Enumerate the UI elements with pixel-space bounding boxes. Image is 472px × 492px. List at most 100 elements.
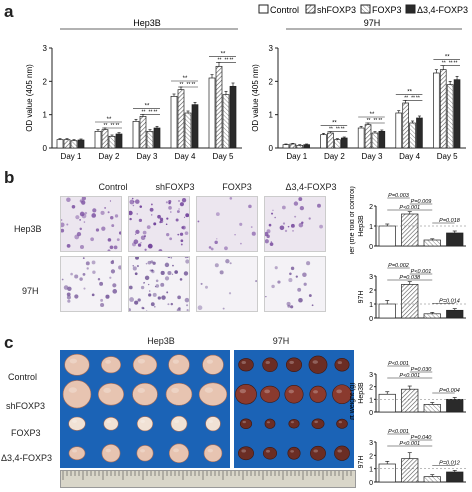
- tumor-row-shfoxp3: shFOXP3: [6, 401, 46, 411]
- stain-cell: [166, 291, 169, 294]
- stain-cell: [169, 237, 173, 241]
- p-value-label: P=0.009: [411, 199, 432, 205]
- stain-cell: [113, 245, 118, 250]
- ruler: [60, 470, 356, 488]
- stain-cell: [92, 270, 96, 274]
- stain-cell: [159, 217, 164, 221]
- tumor-highlight: [288, 389, 294, 394]
- sig-mark: **: [115, 123, 119, 129]
- stain-cell: [297, 287, 302, 292]
- stain-cell: [84, 211, 88, 215]
- stain-cell: [118, 231, 121, 235]
- chart-title: Hep3B: [358, 215, 365, 237]
- sig-mark: **: [404, 95, 408, 101]
- stain-cell: [149, 269, 152, 272]
- y-tick-label: 2: [43, 77, 48, 86]
- p-value-label: P=0.014: [439, 298, 460, 304]
- bar: [378, 393, 396, 413]
- tumor-col-hep3b: Hep3B: [147, 336, 175, 346]
- sig-mark: **: [407, 89, 412, 95]
- stain-cell: [134, 199, 140, 204]
- stain-cell: [134, 300, 139, 305]
- y-tick-label: 0: [369, 480, 373, 487]
- bar: [108, 135, 116, 149]
- stain-cell: [152, 292, 157, 297]
- p-value-label: P=0.004: [439, 388, 460, 394]
- stain-cell: [146, 310, 148, 311]
- stain-cell: [79, 211, 85, 217]
- stain-cell: [166, 217, 169, 220]
- y-tick-label: 0: [369, 316, 373, 323]
- stain-cell: [166, 233, 170, 237]
- stain-cell: [228, 292, 232, 295]
- stain-cell: [141, 306, 144, 310]
- stain-cell: [92, 208, 97, 213]
- bar: [139, 115, 147, 149]
- sig-mark: **: [449, 61, 453, 67]
- stain-cell: [255, 280, 257, 283]
- stain-cell: [240, 242, 242, 245]
- stain-cell: [104, 206, 107, 209]
- bar: [334, 139, 341, 149]
- stain-cell: [177, 233, 180, 236]
- stain-cell: [274, 216, 276, 219]
- bar: [170, 95, 178, 149]
- stain-cell: [132, 264, 135, 267]
- bar: [453, 79, 461, 149]
- tumor: [260, 385, 280, 403]
- stain-cell: [269, 242, 274, 246]
- stain-cell: [146, 225, 151, 230]
- stain-cell: [183, 271, 189, 276]
- y-tick-label: 1: [369, 467, 373, 474]
- y-tick-label: 1: [369, 397, 373, 404]
- tumor: [132, 382, 158, 406]
- tumor-highlight: [72, 449, 77, 453]
- x-tick-label: Day 1: [286, 152, 307, 161]
- stain-cell: [114, 214, 119, 218]
- tumor-highlight: [312, 360, 318, 364]
- stain-cell: [133, 239, 139, 245]
- tumor-highlight: [69, 358, 77, 364]
- tumor-row-foxp3: FOXP3: [11, 428, 41, 438]
- stain-cell: [142, 230, 147, 235]
- stain-cell: [287, 225, 290, 228]
- stain-cell: [251, 231, 256, 236]
- stain-cell: [170, 211, 172, 213]
- stain-cell: [132, 266, 137, 271]
- stain-cell: [66, 197, 71, 202]
- stain-cell: [154, 286, 157, 288]
- stain-cell: [292, 230, 294, 232]
- stain-cell: [290, 305, 294, 309]
- stain-cell: [91, 213, 97, 218]
- stain-cell: [294, 215, 297, 218]
- tumor-highlight: [314, 420, 318, 424]
- chart-title: Hep3B: [358, 382, 365, 404]
- stain-cell: [286, 301, 291, 306]
- tumor-highlight: [206, 359, 213, 364]
- y-tick-label: 3: [369, 440, 373, 447]
- bar: [177, 89, 185, 149]
- chart-hep3b-invasion: 0 1 2 Hep3BRelative cell number (the fold o…: [350, 186, 466, 254]
- tumor-highlight: [106, 420, 111, 424]
- stain-cell: [140, 242, 142, 244]
- stain-cell: [105, 294, 110, 299]
- stain-cell: [270, 241, 272, 243]
- stain-cell: [107, 238, 112, 242]
- tumor-highlight: [173, 448, 179, 453]
- bar: [191, 104, 199, 149]
- stain-cell: [66, 243, 71, 248]
- stain-cell: [150, 302, 155, 307]
- x-tick-label: Day 1: [61, 152, 82, 161]
- chart-title: Hep3B: [133, 18, 161, 28]
- x-tick-label: Day 4: [175, 152, 196, 161]
- bar: [423, 404, 441, 413]
- stain-cell: [289, 272, 292, 276]
- stain-cell: [277, 280, 281, 284]
- stain-cell: [176, 210, 180, 214]
- sig-mark: **: [329, 127, 333, 133]
- stain-cell: [143, 282, 145, 284]
- tumor-highlight: [313, 449, 318, 453]
- bar: [115, 133, 123, 149]
- stain-cell: [205, 285, 208, 289]
